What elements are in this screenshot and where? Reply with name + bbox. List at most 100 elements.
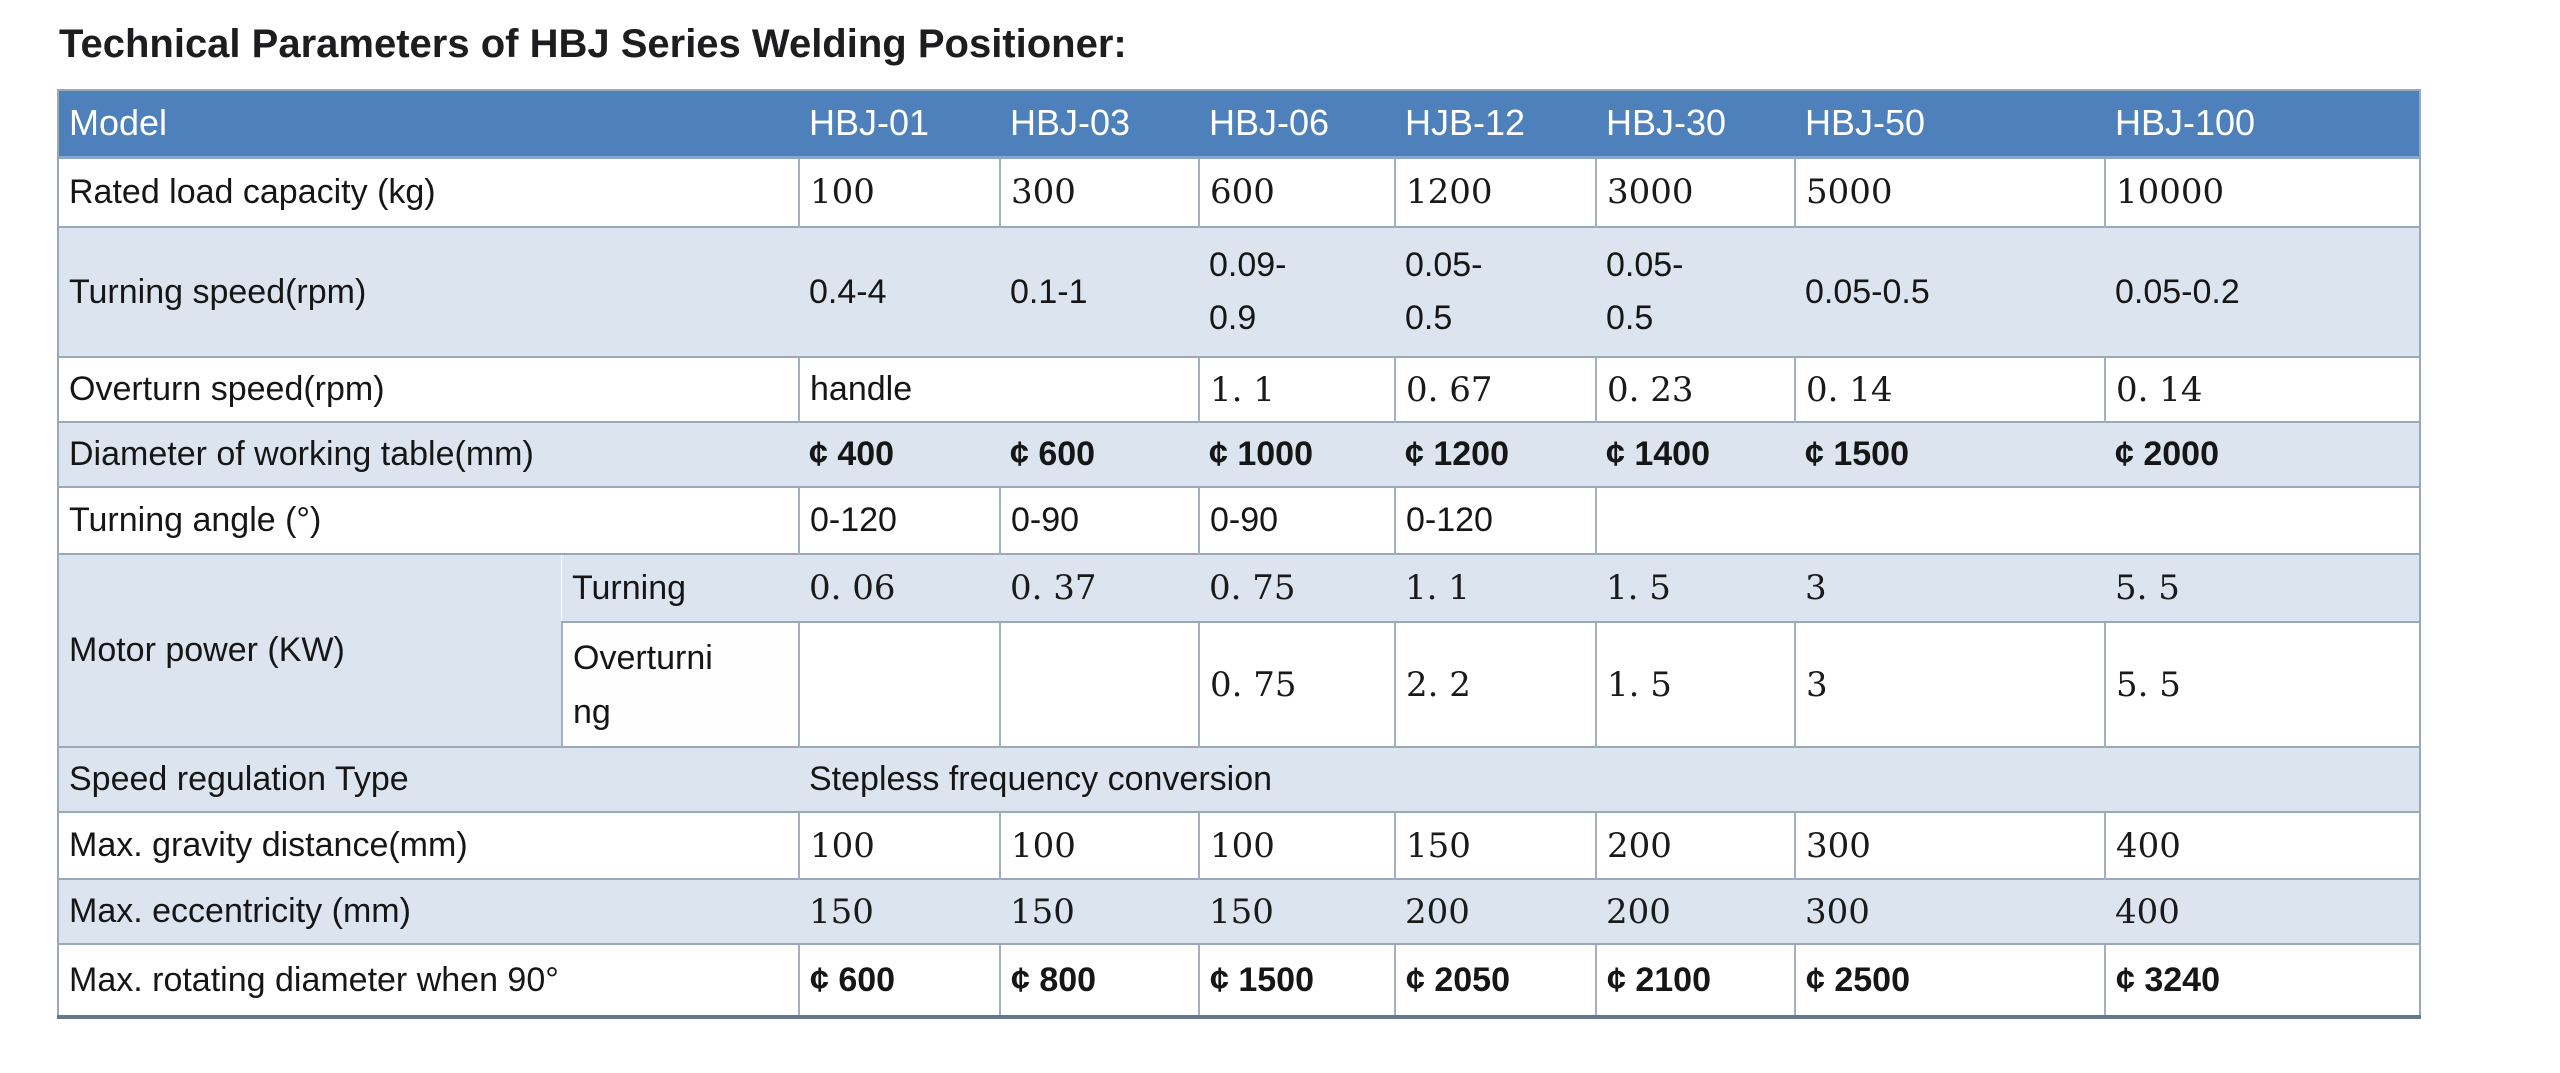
cell-rotating-diameter-4: ¢ 2050 bbox=[1394, 943, 1596, 1017]
cell-table-diameter-3: ¢ 1000 bbox=[1199, 421, 1395, 487]
cell-speed-regulation-value: Stepless frequency conversion bbox=[799, 746, 2420, 812]
cell-eccentricity-4: 200 bbox=[1395, 878, 1596, 944]
cell-eccentricity-5: 200 bbox=[1596, 878, 1795, 944]
cell-rated-load-5: 3000 bbox=[1595, 156, 1795, 227]
row-eccentricity: Max. eccentricity (mm) 150 150 150 200 2… bbox=[58, 878, 2420, 944]
cell-rotating-diameter-3: ¢ 1500 bbox=[1198, 943, 1395, 1017]
cell-turning-angle-3: 0-90 bbox=[1198, 486, 1395, 554]
cell-motor-overturning-5: 1. 5 bbox=[1595, 621, 1795, 747]
row-gravity-distance: Max. gravity distance(mm) 100 100 100 15… bbox=[58, 811, 2420, 879]
cell-gravity-3: 100 bbox=[1198, 811, 1395, 879]
cell-motor-turning-3: 0. 75 bbox=[1199, 553, 1395, 622]
cell-gravity-7: 400 bbox=[2104, 811, 2420, 879]
cell-turning-speed-7: 0.05-0.2 bbox=[2105, 226, 2420, 357]
cell-table-diameter-4: ¢ 1200 bbox=[1395, 421, 1596, 487]
cell-gravity-1: 100 bbox=[798, 811, 1000, 879]
cell-table-diameter-2: ¢ 600 bbox=[1000, 421, 1199, 487]
cell-overturn-4: 0. 67 bbox=[1394, 356, 1596, 422]
row-label-turning-angle: Turning angle (°) bbox=[58, 486, 799, 554]
cell-rated-load-2: 300 bbox=[999, 156, 1199, 227]
cell-table-diameter-6: ¢ 1500 bbox=[1795, 421, 2105, 487]
cell-turning-speed-3-text: 0.09-0.9 bbox=[1209, 246, 1287, 337]
cell-gravity-2: 100 bbox=[999, 811, 1199, 879]
row-label-turning-speed: Turning speed(rpm) bbox=[58, 226, 799, 357]
table-header-row: Model HBJ-01 HBJ-03 HBJ-06 HJB-12 HBJ-30… bbox=[58, 90, 2420, 159]
cell-overturn-3: 1. 1 bbox=[1198, 356, 1395, 422]
cell-rotating-diameter-2: ¢ 800 bbox=[999, 943, 1199, 1017]
cell-overturn-5: 0. 23 bbox=[1595, 356, 1795, 422]
row-turning-angle: Turning angle (°) 0-120 0-90 0-90 0-120 bbox=[58, 486, 2420, 554]
cell-eccentricity-3: 150 bbox=[1199, 878, 1395, 944]
cell-rotating-diameter-6: ¢ 2500 bbox=[1794, 943, 2105, 1017]
parameters-table: Model HBJ-01 HBJ-03 HBJ-06 HJB-12 HBJ-30… bbox=[57, 89, 2421, 1019]
cell-rated-load-7: 10000 bbox=[2104, 156, 2420, 227]
cell-rated-load-4: 1200 bbox=[1394, 156, 1596, 227]
row-label-table-diameter: Diameter of working table(mm) bbox=[58, 421, 799, 487]
cell-motor-turning-5: 1. 5 bbox=[1596, 553, 1795, 622]
row-label-rated-load: Rated load capacity (kg) bbox=[58, 156, 799, 227]
cell-table-diameter-7: ¢ 2000 bbox=[2105, 421, 2420, 487]
cell-rotating-diameter-7: ¢ 3240 bbox=[2104, 943, 2420, 1017]
sublabel-overturning: Overturning bbox=[561, 621, 799, 747]
header-cell-hbj-30: HBJ-30 bbox=[1596, 90, 1795, 159]
cell-rotating-diameter-5: ¢ 2100 bbox=[1595, 943, 1795, 1017]
cell-rated-load-6: 5000 bbox=[1794, 156, 2105, 227]
cell-overturn-handle: handle bbox=[798, 356, 1199, 422]
row-rotating-diameter: Max. rotating diameter when 90° ¢ 600 ¢ … bbox=[58, 943, 2420, 1017]
cell-rated-load-3: 600 bbox=[1198, 156, 1395, 227]
cell-overturn-7: 0. 14 bbox=[2104, 356, 2420, 422]
cell-gravity-5: 200 bbox=[1595, 811, 1795, 879]
cell-eccentricity-7: 400 bbox=[2105, 878, 2420, 944]
cell-turning-speed-4: 0.05-0.5 bbox=[1395, 226, 1596, 357]
cell-turning-angle-4: 0-120 bbox=[1394, 486, 1596, 554]
row-speed-regulation: Speed regulation Type Stepless frequency… bbox=[58, 746, 2420, 812]
cell-overturn-6: 0. 14 bbox=[1794, 356, 2105, 422]
cell-motor-overturning-1 bbox=[798, 621, 1000, 747]
cell-motor-overturning-3: 0. 75 bbox=[1198, 621, 1395, 747]
cell-eccentricity-6: 300 bbox=[1795, 878, 2105, 944]
row-turning-speed: Turning speed(rpm) 0.4-4 0.1-1 0.09-0.9 … bbox=[58, 226, 2420, 357]
header-cell-hjb-12: HJB-12 bbox=[1395, 90, 1596, 159]
header-cell-model: Model bbox=[58, 90, 799, 159]
cell-gravity-6: 300 bbox=[1794, 811, 2105, 879]
cell-turning-speed-3: 0.09-0.9 bbox=[1199, 226, 1395, 357]
cell-rated-load-1: 100 bbox=[798, 156, 1000, 227]
header-cell-hbj-50: HBJ-50 bbox=[1795, 90, 2105, 159]
sublabel-overturning-text: Overturning bbox=[573, 639, 713, 732]
cell-motor-overturning-7: 5. 5 bbox=[2104, 621, 2420, 747]
cell-turning-speed-4-text: 0.05-0.5 bbox=[1405, 246, 1483, 337]
cell-motor-turning-6: 3 bbox=[1795, 553, 2105, 622]
cell-motor-turning-4: 1. 1 bbox=[1395, 553, 1596, 622]
row-overturn-speed: Overturn speed(rpm) handle 1. 1 0. 67 0.… bbox=[58, 356, 2420, 422]
cell-gravity-4: 150 bbox=[1394, 811, 1596, 879]
header-cell-hbj-01: HBJ-01 bbox=[799, 90, 1000, 159]
cell-motor-overturning-2 bbox=[999, 621, 1199, 747]
cell-eccentricity-2: 150 bbox=[1000, 878, 1199, 944]
row-label-gravity-distance: Max. gravity distance(mm) bbox=[58, 811, 799, 879]
cell-turning-speed-5-text: 0.05-0.5 bbox=[1606, 246, 1684, 337]
cell-motor-overturning-4: 2. 2 bbox=[1394, 621, 1596, 747]
cell-turning-angle-empty bbox=[1595, 486, 2420, 554]
cell-motor-turning-2: 0. 37 bbox=[1000, 553, 1199, 622]
cell-turning-speed-2: 0.1-1 bbox=[1000, 226, 1199, 357]
cell-rotating-diameter-1: ¢ 600 bbox=[798, 943, 1000, 1017]
sublabel-turning: Turning bbox=[562, 553, 799, 622]
row-label-speed-regulation: Speed regulation Type bbox=[58, 746, 799, 812]
cell-motor-turning-1: 0. 06 bbox=[799, 553, 1000, 622]
cell-motor-overturning-6: 3 bbox=[1794, 621, 2105, 747]
row-table-diameter: Diameter of working table(mm) ¢ 400 ¢ 60… bbox=[58, 421, 2420, 487]
cell-turning-speed-1: 0.4-4 bbox=[799, 226, 1000, 357]
page-title: Technical Parameters of HBJ Series Weldi… bbox=[59, 22, 1127, 66]
content-area: Technical Parameters of HBJ Series Weldi… bbox=[57, 14, 2421, 1019]
cell-turning-angle-2: 0-90 bbox=[999, 486, 1199, 554]
row-motor-power-overturning: Overturning 0. 75 2. 2 1. 5 3 5. 5 bbox=[58, 621, 2420, 747]
row-label-rotating-diameter: Max. rotating diameter when 90° bbox=[58, 943, 799, 1017]
header-cell-hbj-03: HBJ-03 bbox=[1000, 90, 1199, 159]
cell-table-diameter-1: ¢ 400 bbox=[799, 421, 1000, 487]
cell-turning-angle-1: 0-120 bbox=[798, 486, 1000, 554]
row-label-motor-power: Motor power (KW) bbox=[58, 553, 562, 747]
cell-motor-turning-7: 5. 5 bbox=[2105, 553, 2420, 622]
row-label-eccentricity: Max. eccentricity (mm) bbox=[58, 878, 799, 944]
row-motor-power-turning: Motor power (KW) Turning 0. 06 0. 37 0. … bbox=[58, 553, 2420, 747]
